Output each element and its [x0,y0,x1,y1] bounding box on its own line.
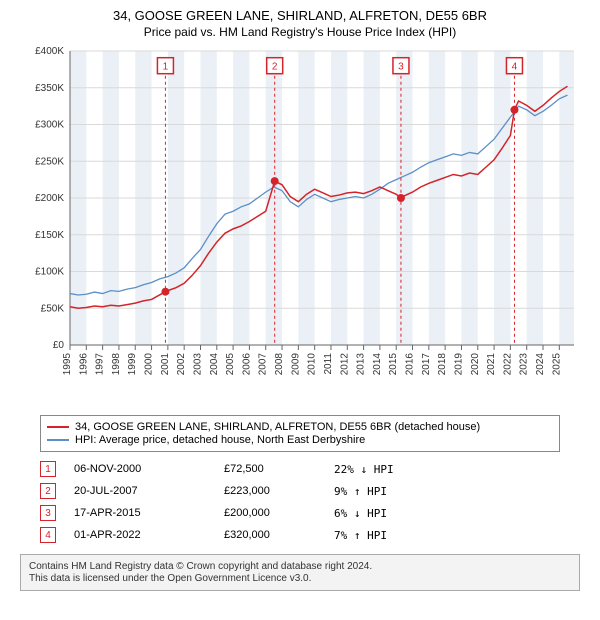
x-axis-label: 1997 [95,353,106,376]
sale-diff: 6% ↓ HPI [334,507,474,520]
chart-title: 34, GOOSE GREEN LANE, SHIRLAND, ALFRETON… [10,8,590,23]
x-axis-label: 2006 [241,353,252,376]
x-axis-label: 2004 [209,353,220,376]
sale-marker-number: 2 [272,62,278,73]
sale-marker-number: 4 [512,62,518,73]
sale-point [271,177,279,185]
x-axis-label: 2025 [551,353,562,376]
attribution-box: Contains HM Land Registry data © Crown c… [20,554,580,591]
sale-price: £320,000 [224,529,334,541]
y-axis-label: £150K [35,230,64,241]
sale-date: 17-APR-2015 [74,507,224,519]
x-axis-label: 2023 [519,353,530,376]
sales-table: 1 06-NOV-2000£72,50022% ↓ HPI 2 20-JUL-2007… [40,458,560,546]
sale-row: 2 20-JUL-2007£223,0009% ↑ HPI [40,480,560,502]
x-axis-label: 2005 [225,353,236,376]
sale-diff: 9% ↑ HPI [334,485,474,498]
x-axis-label: 1995 [62,353,73,376]
sale-badge: 2 [40,483,56,499]
x-axis-label: 2013 [356,353,367,376]
x-axis-label: 2012 [339,353,350,376]
x-axis-label: 2019 [453,353,464,376]
sale-diff: 22% ↓ HPI [334,463,474,476]
x-axis-label: 2024 [535,353,546,376]
x-axis-label: 2002 [176,353,187,376]
x-axis-label: 2003 [192,353,203,376]
chart-subtitle: Price paid vs. HM Land Registry's House … [10,25,590,39]
x-axis-label: 2017 [421,353,432,376]
sale-point [397,194,405,202]
x-axis-label: 2007 [258,353,269,376]
x-axis-label: 2010 [307,353,318,376]
x-axis-label: 2016 [405,353,416,376]
legend-swatch [47,426,69,428]
sale-row: 3 17-APR-2015£200,0006% ↓ HPI [40,502,560,524]
y-axis-label: £300K [35,120,64,131]
sale-point [510,106,518,114]
y-axis-label: £50K [41,303,65,314]
sale-date: 06-NOV-2000 [74,463,224,475]
x-axis-label: 2018 [437,353,448,376]
x-axis-label: 2000 [144,353,155,376]
chart-area: £0 £50K £100K £150K £200K £250K £300K £350K £400… [20,45,580,405]
sale-diff: 7% ↑ HPI [334,529,474,542]
sale-badge: 4 [40,527,56,543]
sale-price: £200,000 [224,507,334,519]
x-axis-label: 2021 [486,353,497,376]
sale-marker-number: 3 [398,62,404,73]
x-axis-label: 2001 [160,353,171,376]
sale-row: 4 01-APR-2022£320,0007% ↑ HPI [40,524,560,546]
legend-label: 34, GOOSE GREEN LANE, SHIRLAND, ALFRETON… [75,421,480,433]
y-axis-label: £400K [35,46,64,57]
x-axis-label: 2009 [290,353,301,376]
legend-item: HPI: Average price, detached house, Nort… [47,434,553,446]
attribution-line-1: Contains HM Land Registry data © Crown c… [29,561,571,572]
legend: 34, GOOSE GREEN LANE, SHIRLAND, ALFRETON… [40,415,560,452]
sale-marker-number: 1 [163,62,169,73]
legend-swatch [47,439,69,441]
y-axis-label: £200K [35,193,64,204]
x-axis-label: 2020 [470,353,481,376]
y-axis-label: £100K [35,267,64,278]
sale-badge: 3 [40,505,56,521]
x-axis-label: 2014 [372,353,383,376]
x-axis-label: 1999 [127,353,138,376]
legend-item: 34, GOOSE GREEN LANE, SHIRLAND, ALFRETON… [47,421,553,433]
sale-row: 1 06-NOV-2000£72,50022% ↓ HPI [40,458,560,480]
x-axis-label: 1998 [111,353,122,376]
sale-price: £72,500 [224,463,334,475]
sale-point [161,288,169,296]
sale-date: 01-APR-2022 [74,529,224,541]
x-axis-label: 2015 [388,353,399,376]
x-axis-label: 2008 [274,353,285,376]
sale-badge: 1 [40,461,56,477]
x-axis-label: 2022 [502,353,513,376]
y-axis-label: £0 [53,340,65,351]
legend-label: HPI: Average price, detached house, Nort… [75,434,365,446]
attribution-line-2: This data is licensed under the Open Gov… [29,573,571,584]
sale-date: 20-JUL-2007 [74,485,224,497]
price-chart: £0 £50K £100K £150K £200K £250K £300K £350K £400… [20,45,580,405]
y-axis-label: £350K [35,83,64,94]
x-axis-label: 2011 [323,353,334,375]
chart-container: 34, GOOSE GREEN LANE, SHIRLAND, ALFRETON… [0,0,600,599]
x-axis-label: 1996 [78,353,89,376]
y-axis-label: £250K [35,156,64,167]
sale-price: £223,000 [224,485,334,497]
